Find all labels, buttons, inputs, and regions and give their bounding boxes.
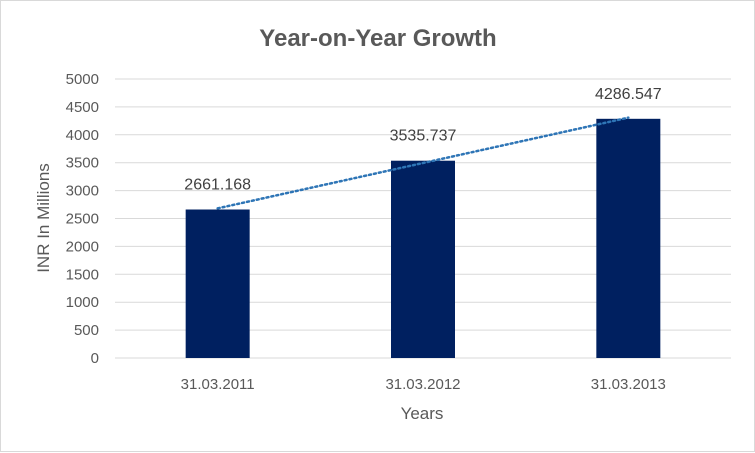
data-label: 4286.547 (595, 86, 662, 103)
y-tick-label: 4000 (66, 127, 99, 144)
y-tick-label: 1000 (66, 294, 99, 311)
y-axis-title: INR In Millions (34, 163, 53, 273)
y-tick-label: 3500 (66, 155, 99, 172)
trendline-layer (216, 116, 630, 210)
y-tick-label: 1500 (66, 266, 99, 283)
data-label: 2661.168 (184, 177, 251, 194)
y-tick-label: 5000 (66, 71, 99, 88)
x-tick-label: 31.03.2011 (181, 376, 255, 393)
x-axis-title: Years (401, 404, 444, 423)
x-tick-label: 31.03.2012 (385, 376, 460, 393)
y-tick-label: 0 (91, 350, 99, 367)
y-tick-label: 2000 (66, 238, 99, 255)
y-tick-labels: 0 500 1000 1500 2000 2500 3000 3500 4000 4500 5000 (66, 71, 99, 367)
chart-title: Year-on-Year Growth (259, 25, 496, 52)
y-tick-label: 3000 (66, 183, 99, 200)
y-tick-label: 4500 (66, 99, 99, 116)
x-tick-labels: 31.03.2011 31.03.2012 31.03.2013 (181, 376, 666, 393)
x-tick-label: 31.03.2013 (591, 376, 666, 393)
bar (391, 160, 455, 358)
bar (185, 209, 250, 358)
trendline (216, 116, 630, 210)
bars (185, 118, 661, 359)
data-label: 3535.737 (390, 128, 457, 145)
y-tick-label: 2500 (66, 211, 99, 228)
data-labels: 2661.168 3535.737 4286.547 (184, 86, 662, 194)
bar (596, 118, 661, 359)
y-tick-label: 500 (74, 322, 99, 339)
